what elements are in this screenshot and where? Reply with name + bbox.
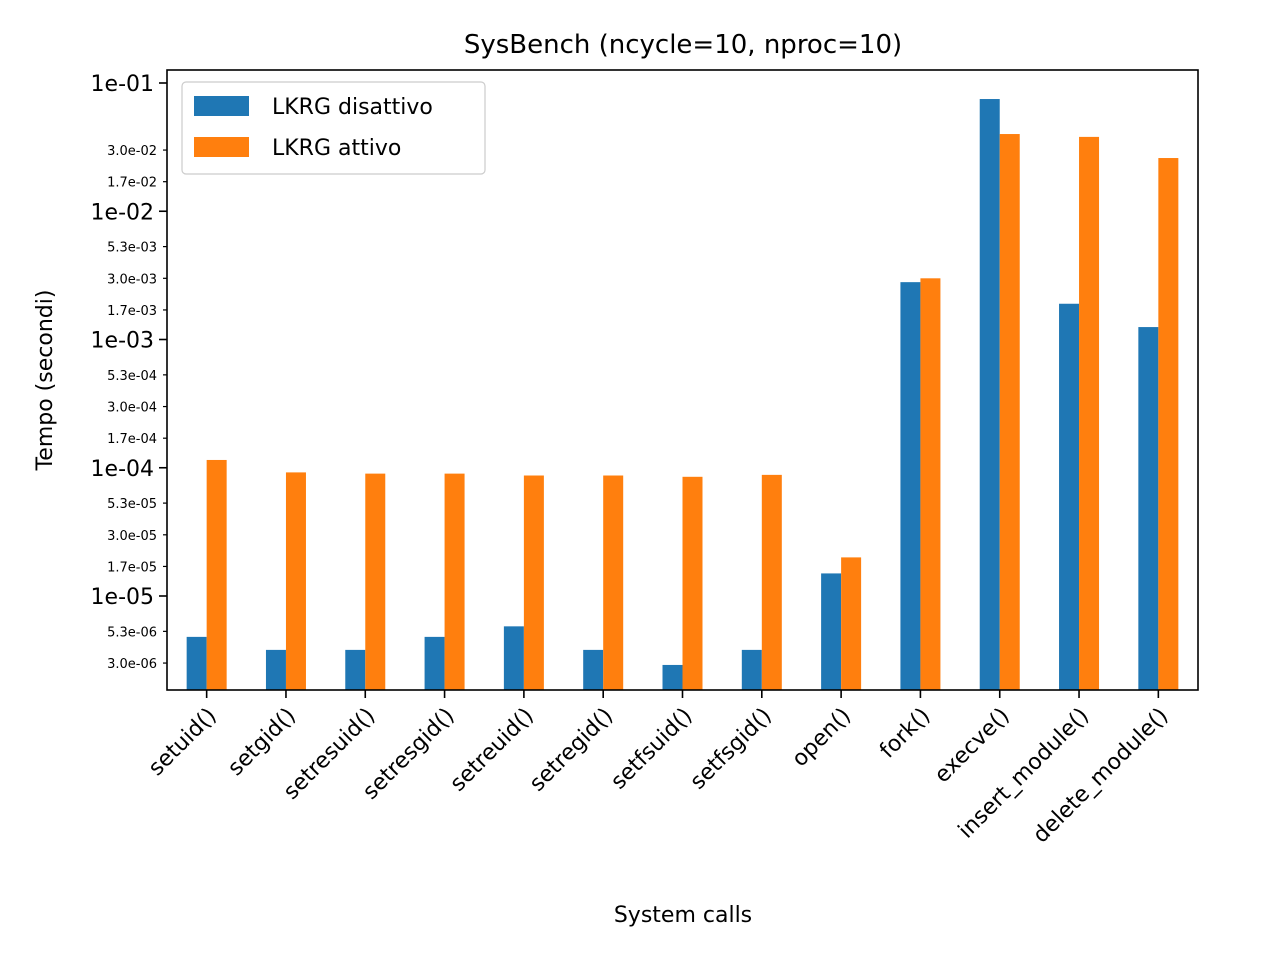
bar-lkrg-on-4 [523,475,544,690]
bar-lkrg-on-5 [603,475,624,690]
bar-lkrg-off-4 [503,626,524,690]
bar-lkrg-on-12 [1158,158,1179,690]
x-tick-label-0: setuid() [144,703,222,781]
y-minor-tick-label-10: 1.7e-05 [107,560,157,575]
legend-swatch-1 [194,137,249,157]
bar-lkrg-off-11 [1059,303,1080,690]
legend-label-1: LKRG attivo [272,136,401,161]
y-axis: 1e-01 1e-02 1e-03 1e-04 1e-05 3.0e-02 1.7e-02 5… [91,72,167,672]
legend-label-0: LKRG disattivo [272,95,433,120]
x-axis-label: System calls [614,903,752,928]
bar-lkrg-on-6 [682,476,703,690]
x-axis: setuid() setgid()setresuid()setresgid()se… [144,690,1173,848]
bar-lkrg-on-8 [841,557,862,690]
y-minor-tick-label-0: 3.0e-02 [107,144,157,159]
bar-lkrg-off-9 [900,282,921,690]
legend-box [181,81,486,175]
chart-title: SysBench (ncycle=10, nproc=10) [464,30,902,60]
bar-lkrg-off-5 [583,649,604,690]
x-tick-label-6: setfsuid() [606,703,697,794]
bar-lkrg-on-11 [1079,136,1100,690]
bar-lkrg-on-7 [761,474,782,690]
x-tick-label-8: open() [787,703,856,772]
y-minor-tick-label-8: 5.3e-05 [107,497,157,512]
x-tick-label-5: setregid() [525,703,618,796]
bar-lkrg-off-7 [741,649,762,690]
bar-lkrg-on-3 [444,473,465,690]
y-minor-tick-label-12: 3.0e-06 [107,657,157,672]
x-tick-label-10: execve() [930,703,1015,788]
y-minor-tick-label-7: 1.7e-04 [107,432,157,447]
legend: LKRG disattivo LKRG attivo [181,81,486,175]
bar-lkrg-on-2 [365,473,386,690]
bar-lkrg-off-8 [821,573,842,690]
plot-area [166,69,1199,691]
y-axis-label: Tempo (secondi) [33,290,58,472]
y-minor-tick-label-2: 5.3e-03 [107,241,157,256]
x-tick-label-7: setfsgid() [686,703,777,794]
bar-lkrg-off-6 [662,664,683,690]
bar-lkrg-on-9 [920,278,941,690]
y-minor-tick-label-5: 5.3e-04 [107,369,157,384]
bar-lkrg-on-10 [999,134,1020,690]
y-major-tick-label-4: 1e-05 [91,585,154,610]
y-major-tick-label-2: 1e-03 [91,329,154,354]
bar-lkrg-off-0 [186,636,207,690]
bar-lkrg-on-0 [206,459,227,690]
bar-lkrg-off-2 [345,649,366,690]
bar-lkrg-off-10 [979,99,1000,691]
bar-lkrg-off-3 [424,636,445,690]
y-minor-tick-label-11: 5.3e-06 [107,625,157,640]
x-tick-label-12: delete_module() [1028,703,1173,848]
x-tick-label-4: setreuid() [446,703,539,796]
y-minor-tick-label-4: 1.7e-03 [107,304,157,319]
y-major-tick-label-3: 1e-04 [91,457,154,482]
y-major-tick-label-0: 1e-01 [91,72,154,97]
x-tick-label-1: setgid() [223,703,301,781]
y-minor-tick-label-3: 3.0e-03 [107,272,157,287]
bar-lkrg-off-12 [1138,327,1159,690]
bar-lkrg-off-1 [265,649,286,690]
legend-swatch-0 [194,96,249,116]
bar-lkrg-on-1 [285,472,306,690]
x-tick-label-9: fork() [875,703,935,763]
y-minor-tick-label-1: 1.7e-02 [107,176,157,191]
y-minor-tick-label-6: 3.0e-04 [107,401,157,416]
y-minor-tick-label-9: 3.0e-05 [107,529,157,544]
y-major-tick-label-1: 1e-02 [91,200,154,225]
